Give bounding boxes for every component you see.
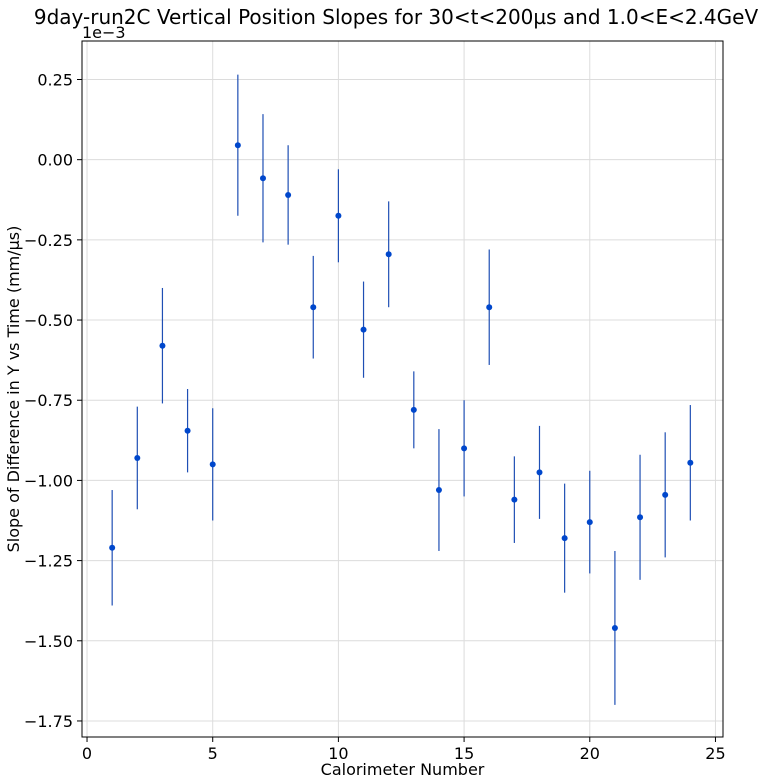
data-point [611,624,618,631]
y-axis-label: Slope of Difference in Y vs Time (mm/µs) [4,226,23,553]
grid-lines [82,41,723,737]
axis-ticks: 0 5 10 15 20 25 0.25 0.00 −0.25 −0.50 −0.75 −1.00 −1… [24,70,726,763]
data-marks [109,74,694,705]
data-point [184,427,191,434]
x-tick-label: 0 [82,744,92,763]
y-tick-label: −1.00 [24,471,73,490]
data-point [662,491,669,498]
data-point [486,304,493,311]
data-point [360,326,367,333]
data-point [410,406,417,413]
y-axis-offset-label: 1e−3 [82,23,126,42]
y-tick-label: 0.25 [37,70,73,89]
data-point [435,487,442,494]
data-point [461,445,468,452]
data-point [209,461,216,468]
x-tick-label: 25 [705,744,725,763]
data-point [134,454,141,461]
data-point [637,514,644,521]
y-tick-label: −1.75 [24,712,73,731]
data-point [234,142,241,149]
data-point [536,469,543,476]
data-point [561,535,568,542]
data-point [159,342,166,349]
x-axis-label: Calorimeter Number [321,760,485,779]
y-tick-label: −1.25 [24,552,73,571]
data-point [511,496,518,503]
data-point [586,519,593,526]
y-tick-label: −1.50 [24,632,73,651]
data-point [310,304,317,311]
data-point [385,251,392,258]
y-tick-label: −0.50 [24,311,73,330]
y-tick-label: 0.00 [37,151,73,170]
data-point [259,175,266,182]
data-point [109,544,116,551]
x-tick-label: 15 [454,744,474,763]
y-tick-label: −0.25 [24,231,73,250]
x-tick-label: 10 [328,744,348,763]
x-tick-label: 5 [208,744,218,763]
data-point [687,459,694,466]
x-tick-label: 20 [580,744,600,763]
data-point [335,212,342,219]
y-tick-label: −0.75 [24,391,73,410]
data-point [285,191,292,198]
plot-frame [81,40,724,738]
chart-title: 9day-run2C Vertical Position Slopes for … [34,5,759,29]
